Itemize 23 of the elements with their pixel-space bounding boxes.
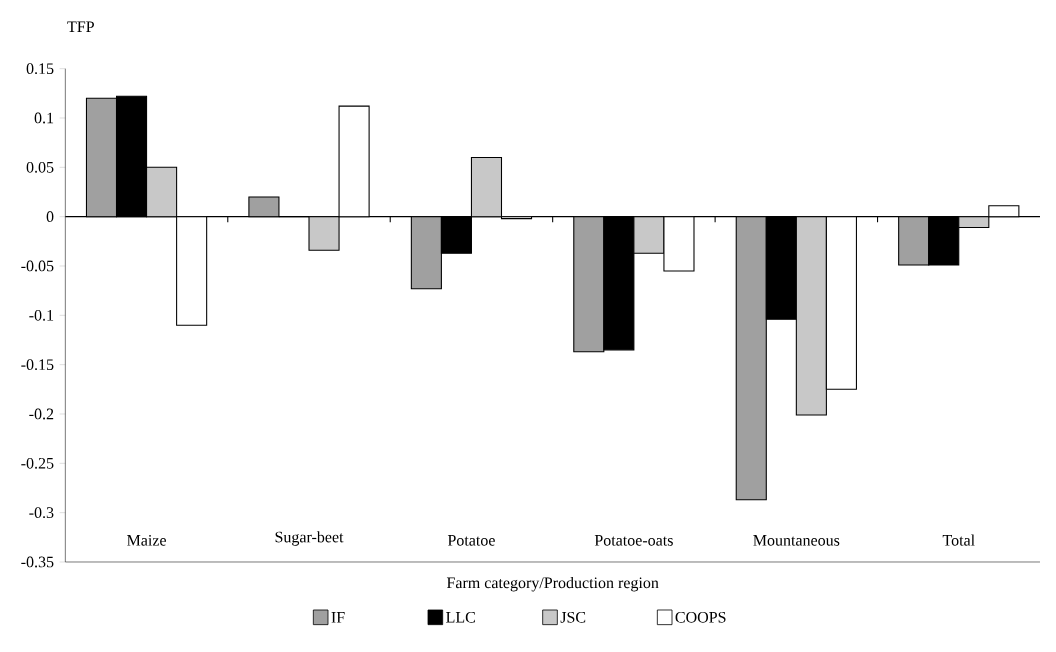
y-tick-label: -0.35 xyxy=(21,556,54,568)
y-tick-label: 0.15 xyxy=(26,63,54,75)
x-tick-label: Potatoe xyxy=(447,535,495,546)
y-tick-label: -0.3 xyxy=(29,507,54,519)
y-tick-label: 0.1 xyxy=(34,112,54,124)
legend-label: JSC xyxy=(560,611,586,623)
y-axis-title: TFP xyxy=(67,21,94,32)
x-tick-label: Maize xyxy=(127,534,166,546)
legend-label: COOPS xyxy=(675,611,726,623)
y-tick-label: 0 xyxy=(46,211,54,223)
x-tick-label: Total xyxy=(942,534,975,546)
x-tick-label: Mountaneous xyxy=(753,535,840,546)
x-axis-title: Farm category/Production region xyxy=(446,576,659,592)
y-tick-label: -0.05 xyxy=(21,260,54,272)
y-tick-label: -0.25 xyxy=(21,457,54,469)
y-tick-label: -0.15 xyxy=(21,359,54,371)
x-tick-label: Sugar-beet xyxy=(275,531,344,546)
legend-label: LLC xyxy=(446,611,475,623)
y-tick-label: -0.2 xyxy=(29,408,54,420)
y-tick-label: 0.05 xyxy=(26,161,54,173)
x-tick-label: Potatoe-oats xyxy=(594,535,673,546)
y-tick-label: -0.1 xyxy=(29,309,54,321)
legend-label: IF xyxy=(331,612,345,623)
